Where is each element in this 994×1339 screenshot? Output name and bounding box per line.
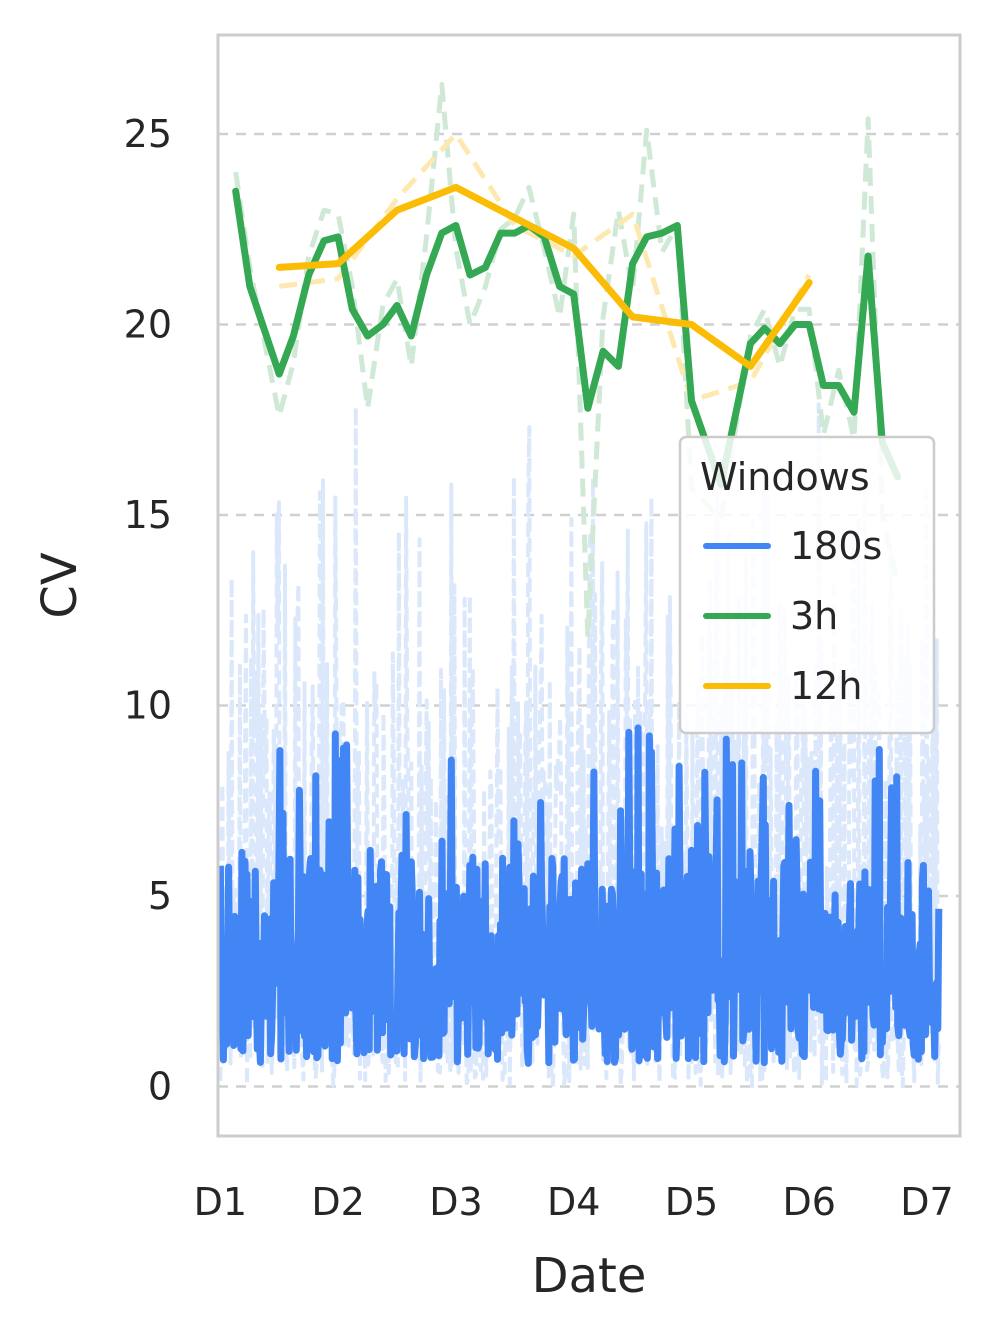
legend-label-180s: 180s [790,524,882,568]
y-tick-label: 0 [148,1064,172,1108]
x-tick-label: D4 [547,1180,600,1224]
y-tick-label: 20 [124,303,172,347]
legend-title: Windows [700,455,870,499]
series-12h-line [275,183,813,370]
x-tick-label: D7 [900,1180,953,1224]
x-tick-labels: D1 D2 D3 D4 D5 D6 D7 [194,1180,954,1224]
legend-box [678,435,936,735]
y-tick-label: 25 [124,112,172,156]
y-tick-label: 15 [124,493,172,537]
y-tick-label: 5 [148,874,172,918]
legend-label-3h: 3h [790,594,838,638]
y-axis-label: CV [32,552,88,619]
legend-label-12h: 12h [790,664,862,708]
legend: Windows 180s 3h 12h [678,435,936,735]
y-tick-labels: 0 5 10 15 20 25 [124,112,172,1108]
plot-frame [216,33,962,1138]
smoothed-series-layer [216,183,943,1067]
x-tick-label: D6 [783,1180,836,1224]
series-3h-raw-line [233,82,901,640]
x-axis-label: Date [532,1248,647,1304]
x-tick-label: D2 [311,1180,364,1224]
x-tick-label: D1 [194,1180,247,1224]
x-tick-label: D5 [665,1180,718,1224]
x-tick-label: D3 [429,1180,482,1224]
y-tick-label: 10 [124,684,172,728]
series-180s-line [216,724,943,1067]
series-3h-line [232,187,902,488]
